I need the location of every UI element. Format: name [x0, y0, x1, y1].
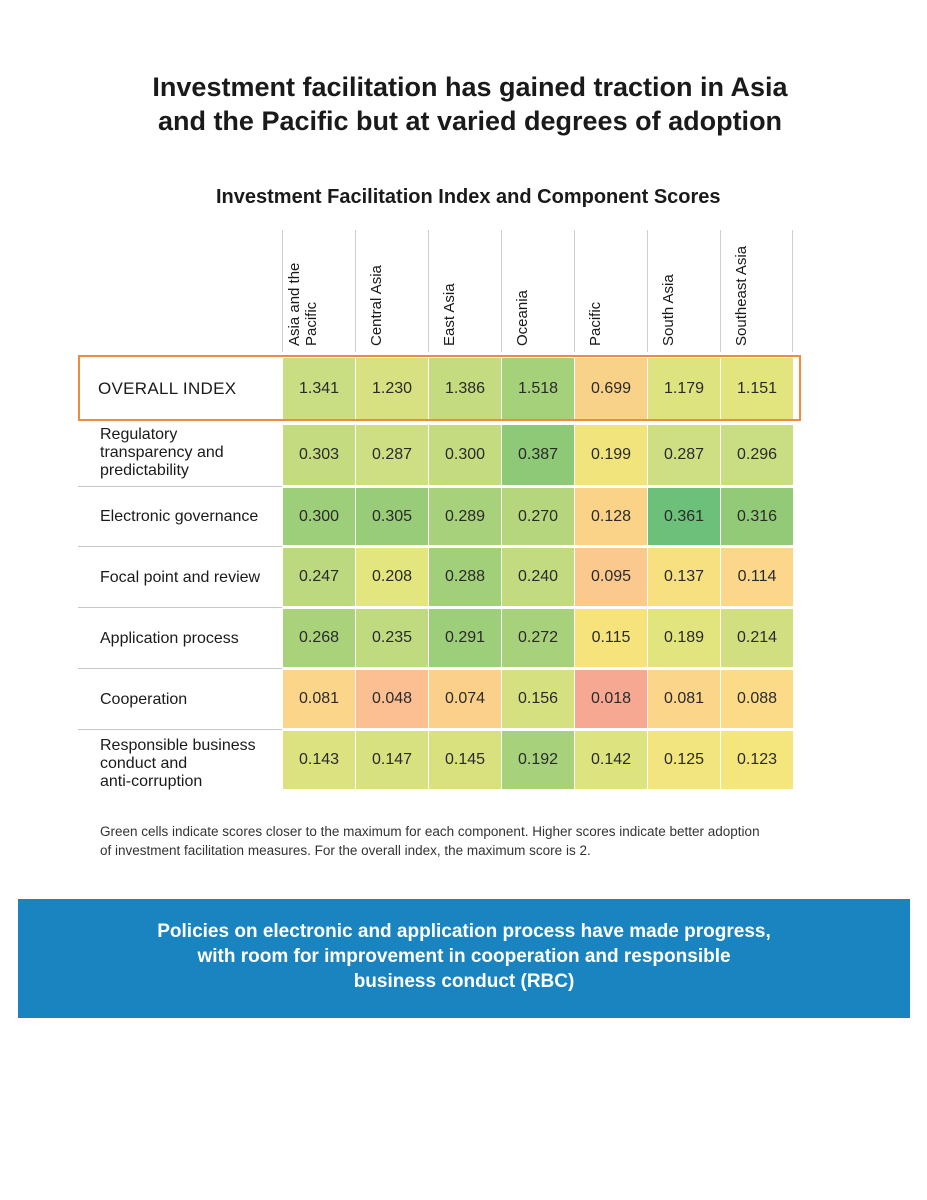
heatmap-cell: 0.272: [502, 609, 574, 667]
heatmap-cell: 0.115: [575, 609, 647, 667]
heatmap-cell: 0.137: [648, 548, 720, 606]
column-header-label: Oceania: [514, 290, 531, 346]
column-header-label: Central Asia: [368, 265, 385, 346]
heatmap-cell: 0.145: [429, 731, 501, 789]
row-divider: [78, 668, 282, 669]
row-label-rbc: Responsible business conduct and anti-co…: [100, 737, 256, 791]
heatmap-cell: 0.300: [283, 488, 355, 545]
column-header: East Asia: [428, 230, 501, 352]
overall-index-highlight: [78, 355, 801, 421]
banner-line: business conduct (RBC): [353, 971, 575, 992]
heatmap-cell: 1.341: [283, 358, 355, 420]
column-header: Central Asia: [355, 230, 428, 352]
row-label-electronic-governance: Electronic governance: [100, 508, 259, 525]
heatmap-cell: 0.018: [575, 670, 647, 728]
heatmap-cell: 1.386: [429, 358, 501, 420]
column-header: Pacific: [574, 230, 647, 352]
column-header-label: Pacific: [587, 301, 604, 346]
page-title-line: Investment facilitation has gained tract…: [152, 72, 788, 102]
heatmap-cell: 0.289: [429, 488, 501, 545]
row-label-cooperation: Cooperation: [100, 691, 188, 708]
heatmap-cell: 0.247: [283, 548, 355, 606]
heatmap-cell: 0.305: [356, 488, 428, 545]
heatmap-cell: 1.179: [648, 358, 720, 420]
row-label-overall-index: OVERALL INDEX: [98, 379, 237, 398]
summary-banner-text: Policies on electronic and application p…: [18, 919, 910, 994]
column-header-label: Southeast Asia: [733, 245, 750, 346]
heatmap-cell: 1.518: [502, 358, 574, 420]
row-divider: [78, 607, 282, 608]
heatmap-cell: 0.048: [356, 670, 428, 728]
heatmap-cell: 0.287: [648, 425, 720, 485]
heatmap-cell: 0.142: [575, 731, 647, 789]
column-header: Asia and the Pacific: [282, 230, 355, 352]
heatmap-cell: 0.199: [575, 425, 647, 485]
page-title: Investment facilitation has gained tract…: [0, 70, 927, 138]
heatmap-cell: 0.156: [502, 670, 574, 728]
column-header: Southeast Asia: [720, 230, 793, 352]
heatmap-cell: 0.288: [429, 548, 501, 606]
heatmap-cell: 0.316: [721, 488, 793, 545]
heatmap-cell: 0.128: [575, 488, 647, 545]
column-header: South Asia: [647, 230, 720, 352]
heatmap-cell: 0.361: [648, 488, 720, 545]
row-label-regulatory: Regulatory transparency and predictabili…: [100, 426, 224, 480]
banner-line: Policies on electronic and application p…: [157, 921, 771, 942]
column-header: Oceania: [501, 230, 574, 352]
row-label-line: conduct and: [100, 755, 188, 772]
heatmap-cell: 0.189: [648, 609, 720, 667]
row-divider: [78, 486, 282, 487]
row-label-application-process: Application process: [100, 630, 239, 647]
heatmap-cell: 0.291: [429, 609, 501, 667]
column-header-label: Asia and the Pacific: [286, 231, 320, 346]
heatmap-cell: 0.088: [721, 670, 793, 728]
heatmap-cell: 1.230: [356, 358, 428, 420]
heatmap-cell: 0.095: [575, 548, 647, 606]
summary-banner: Policies on electronic and application p…: [18, 899, 910, 1018]
heatmap-cell: 0.081: [283, 670, 355, 728]
banner-line: with room for improvement in cooperation…: [197, 946, 731, 967]
row-label-line: Responsible business: [100, 737, 256, 754]
heatmap-cell: 0.125: [648, 731, 720, 789]
chart-title: Investment Facilitation Index and Compon…: [216, 186, 721, 208]
heatmap-cell: 0.123: [721, 731, 793, 789]
heatmap-cell: 0.208: [356, 548, 428, 606]
column-header-label: South Asia: [660, 274, 677, 346]
heatmap-cell: 0.192: [502, 731, 574, 789]
column-header-label: East Asia: [441, 283, 458, 346]
heatmap-cell: 0.214: [721, 609, 793, 667]
heatmap-cell: 0.387: [502, 425, 574, 485]
heatmap-cell: 0.270: [502, 488, 574, 545]
heatmap-cell: 0.287: [356, 425, 428, 485]
row-label-line: Regulatory: [100, 426, 178, 443]
heatmap-cell: 0.081: [648, 670, 720, 728]
footnote-line: of investment facilitation measures. For…: [100, 843, 591, 858]
footnote: Green cells indicate scores closer to th…: [100, 822, 840, 860]
row-label-line: transparency and: [100, 444, 224, 461]
column-header-line: Pacific: [303, 301, 320, 346]
heatmap-cell: 0.240: [502, 548, 574, 606]
heatmap-cell: 0.074: [429, 670, 501, 728]
heatmap-cell: 0.300: [429, 425, 501, 485]
row-divider: [78, 729, 282, 730]
heatmap-cell: 1.151: [721, 358, 793, 420]
heatmap-cell: 0.235: [356, 609, 428, 667]
heatmap-cell: 0.296: [721, 425, 793, 485]
heatmap-cell: 0.303: [283, 425, 355, 485]
heatmap-cell: 0.147: [356, 731, 428, 789]
row-label-line: predictability: [100, 462, 189, 479]
row-divider: [78, 546, 282, 547]
heatmap-cell: 0.268: [283, 609, 355, 667]
row-label-line: anti-corruption: [100, 773, 203, 790]
heatmap-cell: 0.699: [575, 358, 647, 420]
heatmap-cell: 0.143: [283, 731, 355, 789]
page-title-line: and the Pacific but at varied degrees of…: [157, 106, 783, 136]
heatmap-cell: 0.114: [721, 548, 793, 606]
column-header-line: Asia and the: [286, 262, 303, 346]
row-label-focal-point: Focal point and review: [100, 569, 261, 586]
footnote-line: Green cells indicate scores closer to th…: [100, 824, 760, 839]
